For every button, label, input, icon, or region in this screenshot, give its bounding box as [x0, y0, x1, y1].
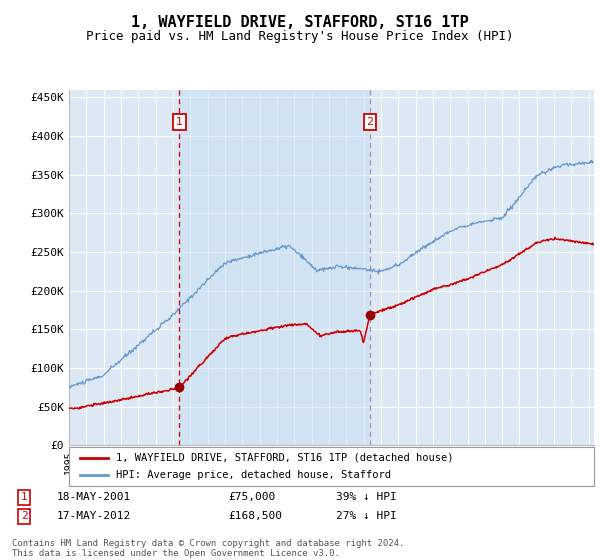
Text: £168,500: £168,500: [228, 511, 282, 521]
Text: HPI: Average price, detached house, Stafford: HPI: Average price, detached house, Staf…: [116, 470, 391, 480]
Text: 1: 1: [176, 117, 183, 127]
Text: 18-MAY-2001: 18-MAY-2001: [57, 492, 131, 502]
Text: 1, WAYFIELD DRIVE, STAFFORD, ST16 1TP: 1, WAYFIELD DRIVE, STAFFORD, ST16 1TP: [131, 15, 469, 30]
Text: £75,000: £75,000: [228, 492, 275, 502]
Text: 2: 2: [367, 117, 374, 127]
Text: 27% ↓ HPI: 27% ↓ HPI: [336, 511, 397, 521]
Text: 39% ↓ HPI: 39% ↓ HPI: [336, 492, 397, 502]
Text: 2: 2: [20, 511, 28, 521]
Text: Price paid vs. HM Land Registry's House Price Index (HPI): Price paid vs. HM Land Registry's House …: [86, 30, 514, 43]
Bar: [179, 90, 370, 445]
Text: 17-MAY-2012: 17-MAY-2012: [57, 511, 131, 521]
Text: 1: 1: [20, 492, 28, 502]
Text: 1, WAYFIELD DRIVE, STAFFORD, ST16 1TP (detached house): 1, WAYFIELD DRIVE, STAFFORD, ST16 1TP (d…: [116, 452, 454, 463]
Text: Contains HM Land Registry data © Crown copyright and database right 2024.
This d: Contains HM Land Registry data © Crown c…: [12, 539, 404, 558]
